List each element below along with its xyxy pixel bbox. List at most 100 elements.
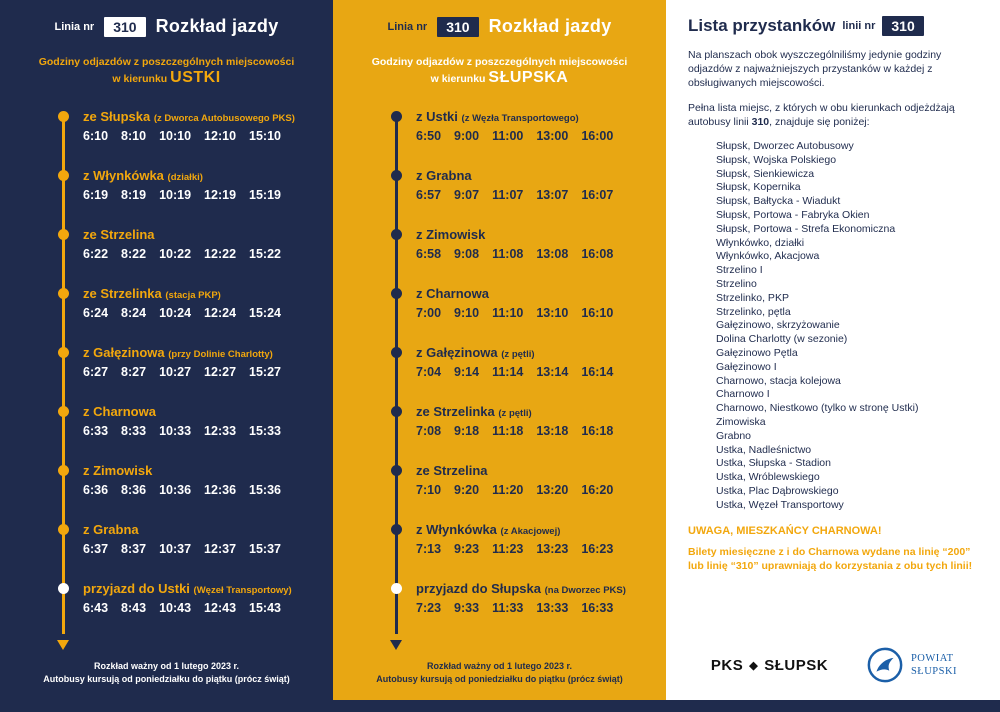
departure-time: 11:33 [492,601,524,615]
departure-time: 10:27 [159,365,192,379]
departure-time: 15:19 [249,188,282,202]
stop-name: ze Strzelina [416,463,488,478]
departure-times-row: 6:36 8:36 10:36 12:36 15:36 [83,480,313,501]
departure-time: 11:14 [492,365,524,379]
departure-time: 11:20 [492,483,524,497]
departure-time: 9:23 [454,542,480,556]
stop-list-title: Lista przystanków [688,16,836,35]
departure-times-row: 7:04 9:14 11:14 13:14 16:14 [416,362,646,383]
departure-times-row: 6:50 9:00 11:00 13:00 16:00 [416,126,646,147]
departure-time: 6:22 [83,247,109,261]
departure-time: 6:33 [83,424,109,438]
departure-time: 16:10 [581,306,614,320]
departure-time: 16:23 [581,542,614,556]
departure-time: 15:10 [249,129,282,143]
departure-time: 13:18 [536,424,569,438]
departure-time: 15:24 [249,306,282,320]
stop-name: ze Strzelinka [416,404,495,419]
bottom-bar [0,700,1000,712]
timeline-line [62,115,65,634]
list-intro-paragraph: Pełna lista miejsc, z których w obu kier… [688,101,980,129]
stop-list-item: Słupsk, Dworzec Autobusowy [716,140,854,152]
departure-time: 12:37 [204,542,237,556]
line-number-label: Linia nr [387,20,428,33]
stop-note: (przy Dolinie Charlotty) [168,349,273,360]
departure-time: 12:33 [204,424,237,438]
departure-time: 8:37 [121,542,147,556]
stop-text: z Charnowa 7:00 9:10 11:10 13:10 16:10 [416,286,646,324]
departure-times-row: 6:43 8:43 10:43 12:43 15:43 [83,598,313,619]
stop-note: (na Dworzec PKS) [544,585,626,596]
subtitle-line2: w kierunku USTKI [14,70,319,87]
departure-times-row: 7:00 9:10 11:10 13:10 16:10 [416,303,646,324]
stop-row: z Charnowa 7:00 9:10 11:10 13:10 16:10 [391,286,646,324]
stop-title-line: z Włynkówka (działki) [83,168,313,185]
validity-line2: Autobusy kursują od poniedziałku do piąt… [376,674,623,684]
departure-time: 13:14 [536,365,569,379]
subtitle-line1: Godziny odjazdów z poszczególnych miejsc… [371,56,628,68]
stop-row: ze Strzelinka (stacja PKP) 6:24 8:24 10:24… [58,286,313,324]
departure-time: 7:13 [416,542,442,556]
departure-time: 6:57 [416,188,442,202]
stop-list-item: Słupsk, Kopernika [716,181,801,194]
direction-label: w kierunku [112,73,168,85]
stop-list-item: Ustka, Nadleśnictwo [716,443,812,456]
departure-time: 8:22 [121,247,147,261]
stop-list-item: Ustka, Słupska - Stadion [716,457,831,470]
stop-text: ze Strzelinka (stacja PKP) 6:24 8:24 10:24… [83,286,313,324]
stop-dot-icon [391,583,402,594]
stop-note: (z pętli) [498,408,532,419]
stop-title-line: z Włynkówka (z Akacjowej) [416,522,646,539]
departure-time: 8:19 [121,188,147,202]
departure-times-row: 7:08 9:18 11:18 13:18 16:18 [416,421,646,442]
departure-time: 8:43 [121,601,147,615]
stop-title-line: z Charnowa [83,404,313,421]
departure-times-row: 6:57 9:07 11:07 13:07 16:07 [416,185,646,206]
departure-times-row: 6:10 8:10 10:10 12:10 15:10 [83,126,313,147]
stop-row: przyjazd do Ustki (Węzeł Transportowy) 6… [58,581,313,619]
departure-times-row: 6:22 8:22 10:22 12:22 15:22 [83,244,313,265]
stop-name: z Gałęzinowa [416,345,498,360]
line-number-badge: 310 [104,16,146,37]
stop-dot-icon [391,229,402,240]
departure-time: 16:18 [581,424,614,438]
stop-text: ze Strzelinka (z pętli) 7:08 9:18 11:18 13:… [416,404,646,442]
subtitle-line2: w kierunku SŁUPSKA [347,70,652,87]
stop-row: z Grabna 6:37 8:37 10:37 12:37 15:37 [58,522,313,560]
stop-title-line: z Grabna [83,522,313,539]
departure-time: 7:08 [416,424,442,438]
stop-dot-icon [58,583,69,594]
departure-time: 9:08 [454,247,480,261]
stop-row: z Gałęzinowa (przy Dolinie Charlotty) 6:… [58,345,313,383]
departure-time: 10:37 [159,542,192,556]
panel-title: Rozkład jazdy [155,16,279,36]
stop-text: z Zimowisk 6:36 8:36 10:36 12:36 15:36 [83,463,313,501]
stop-list-item: Gałęzinowo Pętla [716,346,798,359]
stop-row: z Włynkówka (działki) 6:19 8:19 10:19 12:19… [58,168,313,206]
panel-title: Rozkład jazdy [488,16,612,36]
stop-title-line: ze Strzelina [83,227,313,244]
stop-list-item: Strzelino I [716,264,763,277]
stop-title-line: ze Strzelina [416,463,646,480]
stop-text: z Gałęzinowa (z pętli) 7:04 9:14 11:14 13:1… [416,345,646,383]
pks-slupsk-logo: PKS ◆ SŁUPSK [711,657,828,674]
stop-list-item: Słupsk, Sienkiewicza [716,167,815,180]
departure-time: 9:33 [454,601,480,615]
departure-time: 10:22 [159,247,192,261]
departure-times-row: 7:23 9:33 11:33 13:33 16:33 [416,598,646,619]
stops-timeline-ustka: ze Słupska (z Dworca Autobusowego PKS) 6… [57,109,313,650]
logos-row: PKS ◆ SŁUPSK POWIAT SŁUPSKI [688,640,980,688]
stop-title-line: z Charnowa [416,286,646,303]
stop-list-item: Gałęzinowo, skrzyżowanie [716,319,840,332]
stop-title-line: ze Strzelinka (z pętli) [416,404,646,421]
stop-list-header: Lista przystanków linii nr 310 [688,16,980,36]
stop-row: z Charnowa 6:33 8:33 10:33 12:33 15:33 [58,404,313,442]
departure-time: 15:36 [249,483,282,497]
departure-time: 6:43 [83,601,109,615]
stop-list-item: Strzelino [716,277,757,290]
departure-time: 6:19 [83,188,109,202]
departure-times-row: 6:27 8:27 10:27 12:27 15:27 [83,362,313,383]
stop-name: przyjazd do Ustki [83,581,190,596]
departure-time: 9:10 [454,306,480,320]
departure-time: 15:22 [249,247,282,261]
